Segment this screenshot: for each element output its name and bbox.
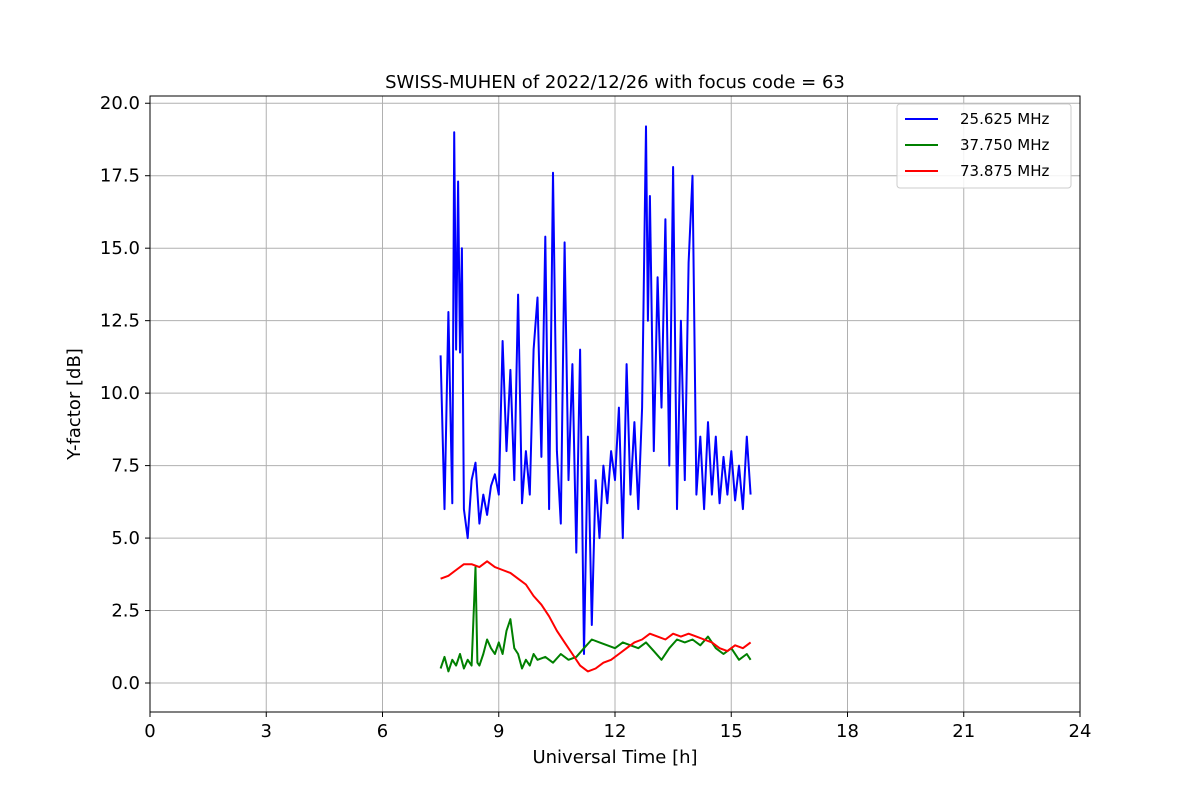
x-tick-label: 24 — [1069, 721, 1092, 742]
legend-label: 37.750 MHz — [960, 136, 1049, 154]
x-axis-label: Universal Time [h] — [532, 747, 697, 768]
tick-layer: 0 3 6 9 12 15 18 21 24 0.0 2.5 5.0 7.5 10.0 12.5 15.0 17… — [100, 93, 1092, 742]
x-tick-label: 6 — [377, 721, 388, 742]
x-tick-label: 18 — [836, 721, 859, 742]
series-line-1 — [439, 125, 752, 655]
legend-label: 25.625 MHz — [960, 110, 1049, 128]
series-layer — [439, 125, 752, 673]
x-tick-label: 0 — [144, 721, 155, 742]
series-line-3 — [440, 560, 752, 673]
legend-label: 73.875 MHz — [960, 162, 1049, 180]
y-tick-label: 15.0 — [100, 238, 140, 259]
x-tick-label: 21 — [952, 721, 975, 742]
x-tick-label: 15 — [720, 721, 743, 742]
y-tick-label: 7.5 — [111, 456, 140, 477]
y-tick-label: 10.0 — [100, 383, 140, 404]
x-tick-label: 9 — [493, 721, 504, 742]
y-tick-label: 2.5 — [111, 601, 140, 622]
x-tick-label: 12 — [604, 721, 627, 742]
x-tick-label: 3 — [261, 721, 272, 742]
y-tick-label: 5.0 — [111, 528, 140, 549]
legend: 25.625 MHz 37.750 MHz 73.875 MHz — [896, 103, 1072, 189]
series-line-2 — [439, 566, 752, 673]
y-tick-label: 0.0 — [111, 673, 140, 694]
y-tick-label: 12.5 — [100, 311, 140, 332]
y-axis-label: Y-factor [dB] — [64, 348, 85, 461]
y-tick-label: 17.5 — [100, 166, 140, 187]
y-tick-label: 20.0 — [100, 93, 140, 114]
legend-box — [896, 103, 1072, 189]
chart-title: SWISS-MUHEN of 2022/12/26 with focus cod… — [385, 72, 845, 93]
